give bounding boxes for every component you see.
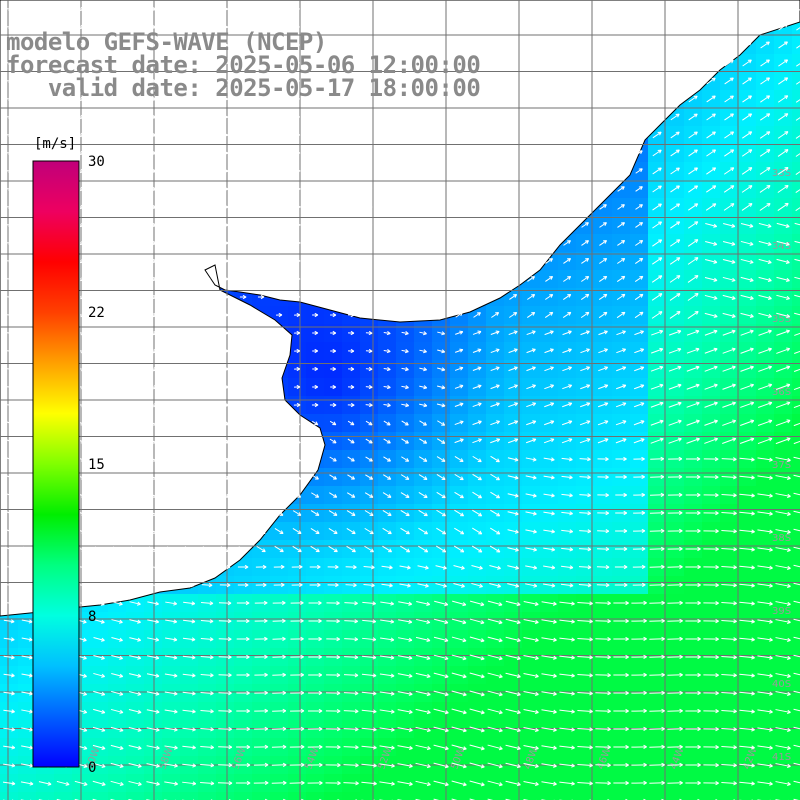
field-cell	[792, 432, 800, 450]
field-cell	[0, 792, 18, 800]
field-cell	[702, 792, 720, 800]
field-cell	[792, 18, 800, 36]
field-cell	[486, 792, 504, 800]
field-cell	[774, 792, 792, 800]
field-cell	[432, 792, 450, 800]
field-cell	[792, 90, 800, 108]
field-cell	[396, 792, 414, 800]
field-cell	[324, 792, 342, 800]
field-cell	[594, 792, 612, 800]
field-cell	[612, 792, 630, 800]
field-cell	[792, 522, 800, 540]
latitude-label: 41S	[772, 752, 791, 763]
latitude-label: 38S	[772, 533, 791, 544]
field-cell	[252, 792, 270, 800]
field-cell	[414, 792, 432, 800]
field-cell	[792, 486, 800, 504]
field-cell	[342, 792, 360, 800]
latitude-label: 39S	[772, 606, 791, 617]
colorbar-tick-22: 22	[88, 305, 105, 321]
field-cell	[360, 792, 378, 800]
field-cell	[108, 792, 126, 800]
field-cell	[522, 792, 540, 800]
field-cell	[792, 378, 800, 396]
field-cell	[792, 414, 800, 432]
field-cell	[630, 792, 648, 800]
field-cell	[792, 288, 800, 306]
field-cell	[18, 792, 36, 800]
colorbar-tick-30: 30	[88, 154, 105, 170]
field-cell	[792, 198, 800, 216]
field-cell	[576, 792, 594, 800]
field-cell	[792, 306, 800, 324]
field-cell	[306, 792, 324, 800]
field-cell	[792, 162, 800, 180]
field-cell	[792, 234, 800, 252]
field-cell	[144, 792, 162, 800]
field-cell	[54, 792, 72, 800]
field-cell	[288, 792, 306, 800]
field-cell	[90, 792, 108, 800]
field-cell	[792, 126, 800, 144]
field-cell	[666, 792, 684, 800]
field-cell	[378, 792, 396, 800]
field-cell	[126, 792, 144, 800]
field-cell	[792, 396, 800, 414]
field-cell	[648, 792, 666, 800]
field-cell	[792, 108, 800, 126]
field-cell	[792, 342, 800, 360]
field-cell	[558, 792, 576, 800]
field-cell	[792, 324, 800, 342]
latitude-label: 36S	[772, 387, 791, 398]
field-cell	[270, 792, 288, 800]
field-cell	[792, 792, 800, 800]
field-cell	[792, 270, 800, 288]
field-cell	[792, 558, 800, 576]
field-cell	[540, 792, 558, 800]
field-cell	[792, 144, 800, 162]
latitude-label: 33S	[772, 168, 791, 179]
field-cell	[792, 54, 800, 72]
field-cell	[756, 792, 774, 800]
field-cell	[792, 468, 800, 486]
field-cell	[792, 252, 800, 270]
field-cell	[738, 792, 756, 800]
field-cell	[792, 450, 800, 468]
field-cell	[36, 792, 54, 800]
colorbar-gradient	[32, 160, 80, 768]
field-cell	[216, 792, 234, 800]
field-cell	[792, 72, 800, 90]
field-cell	[792, 36, 800, 54]
valid-date: valid date: 2025-05-17 18:00:00	[6, 74, 481, 102]
latitude-label: 40S	[772, 679, 791, 690]
field-cell	[162, 792, 180, 800]
field-cell	[792, 540, 800, 558]
field-cell	[684, 792, 702, 800]
field-cell	[198, 792, 216, 800]
field-cell	[234, 792, 252, 800]
field-cell	[792, 360, 800, 378]
field-cell	[792, 504, 800, 522]
colorbar-tick-0: 0	[88, 760, 96, 776]
colorbar-tick-15: 15	[88, 457, 105, 473]
colorbar-unit: [m/s]	[34, 136, 76, 152]
field-cell	[720, 792, 738, 800]
field-cell	[792, 216, 800, 234]
colorbar-tick-8: 8	[88, 609, 96, 625]
field-cell	[792, 180, 800, 198]
field-cell	[180, 792, 198, 800]
